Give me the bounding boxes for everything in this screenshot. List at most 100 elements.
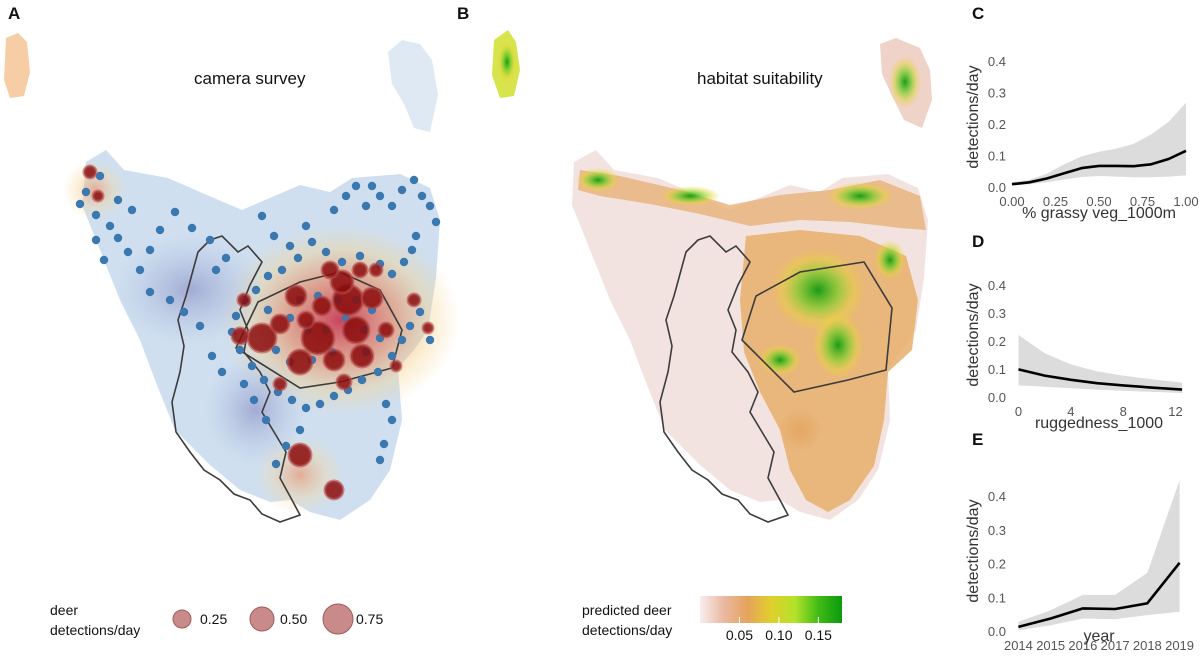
camera-site-11: [221, 253, 231, 263]
panel-e-ytick-3: 0.3: [988, 523, 1006, 538]
panel-d-xtick-3: 12: [1168, 404, 1182, 419]
camera-site-0: [75, 199, 85, 209]
panel-c-xtick-0: 0.00: [999, 194, 1024, 209]
size-legend-label-1: 0.50: [280, 611, 307, 627]
camera-site-35: [321, 247, 331, 257]
detection-size-legend: deer detections/day 0.25 0.50 0.75: [50, 602, 383, 638]
camera-site-31: [387, 269, 397, 279]
camera-site-7: [170, 207, 180, 217]
panel-e-mean-line: [1018, 561, 1181, 629]
panel-b-letter: B: [457, 4, 469, 23]
island-northwest-a: [4, 33, 30, 98]
colorbar-tick-label-2: 0.15: [805, 627, 832, 643]
camera-site-4: [113, 195, 123, 205]
legend-b-title-2: detections/day: [582, 622, 672, 638]
panel-c-letter: C: [972, 4, 984, 23]
detection-circle-21: [82, 164, 98, 180]
panel-a-letter: A: [8, 4, 20, 23]
panel-b: B habitat suitability predicted deer det…: [457, 4, 932, 643]
panel-c-xtick-1: 0.25: [1043, 194, 1068, 209]
size-legend-circle-2: [322, 603, 354, 635]
detection-circle-11: [236, 292, 252, 308]
camera-site-6: [155, 225, 165, 235]
panel-a: A camera survey deer detections/day 0.25…: [4, 4, 460, 638]
panel-c-ytick-1: 0.1: [988, 148, 1006, 163]
camera-site-3: [105, 221, 115, 231]
size-legend-circle-1: [249, 606, 275, 632]
panel-d-xlabel: ruggedness_1000: [1035, 415, 1163, 432]
camera-site-30: [399, 257, 409, 267]
camera-site-49: [301, 403, 311, 413]
panel-d-mean-line: [1018, 368, 1183, 391]
colorbar-tick-label-0: 0.05: [726, 627, 753, 643]
camera-site-66: [271, 459, 281, 469]
panel-d-xtick-0: 0: [1015, 404, 1022, 419]
panel-e-ytick-1: 0.1: [988, 590, 1006, 605]
camera-site-68: [249, 395, 259, 405]
panel-e-xtick-0: 2014: [1004, 638, 1033, 653]
camera-site-40: [251, 285, 261, 295]
camera-site-15: [301, 221, 311, 231]
camera-site-36: [307, 237, 317, 247]
camera-site-76: [135, 265, 145, 275]
habitat-green-midlands: [770, 248, 866, 332]
camera-site-55: [387, 351, 397, 361]
panel-d-ytick-0: 0.0: [988, 390, 1006, 405]
camera-site-20: [367, 181, 377, 191]
camera-site-16: [329, 205, 339, 215]
habitat-green-nw-coast: [576, 168, 620, 192]
panel-c-mean-line: [1011, 149, 1187, 186]
camera-site-34: [337, 257, 347, 267]
camera-site-79: [145, 245, 155, 255]
camera-site-81: [99, 255, 109, 265]
wilderness-boundary-a: [171, 235, 302, 523]
camera-site-56: [397, 335, 407, 345]
panel-d-ytick-4: 0.4: [988, 278, 1006, 293]
panel-e-xlabel: year: [1083, 628, 1115, 645]
camera-site-73: [179, 307, 189, 317]
panel-e-ytick-4: 0.4: [988, 489, 1006, 504]
camera-site-54: [373, 367, 383, 377]
camera-site-38: [277, 265, 287, 275]
panel-c-xlabel: % grassy veg_1000m: [1022, 205, 1176, 222]
camera-site-64: [295, 425, 305, 435]
panel-b-title: habitat suitability: [697, 69, 823, 88]
habitat-green-central-east: [812, 311, 864, 379]
camera-site-65: [281, 441, 291, 451]
panel-e-ytick-2: 0.2: [988, 557, 1006, 572]
panel-d-xtick-2: 8: [1120, 404, 1127, 419]
camera-site-99: [95, 171, 105, 181]
camera-site-48: [287, 395, 297, 405]
detection-circle-27: [230, 326, 250, 346]
camera-site-42: [231, 311, 241, 321]
camera-site-78: [113, 233, 123, 243]
detection-circle-2: [300, 320, 336, 356]
detection-circle-16: [368, 262, 384, 278]
panel-c-ytick-0: 0.0: [988, 180, 1006, 195]
detection-circle-24: [323, 479, 345, 501]
panel-d-letter: D: [972, 232, 984, 251]
camera-site-17: [341, 191, 351, 201]
camera-site-22: [387, 201, 397, 211]
panel-c-ytick-2: 0.2: [988, 117, 1006, 132]
detection-circle-12: [269, 313, 291, 335]
panel-e-confidence-band: [1018, 480, 1180, 631]
detection-circle-1: [284, 284, 308, 308]
camera-site-45: [247, 361, 257, 371]
camera-site-26: [425, 201, 435, 211]
habitat-orange-north: [578, 170, 926, 230]
camera-site-13: [269, 231, 279, 241]
detection-circle-4: [341, 315, 371, 345]
camera-site-21: [375, 191, 385, 201]
camera-site-67: [261, 415, 271, 425]
camera-site-37: [293, 253, 303, 263]
camera-site-19: [361, 201, 371, 211]
panel-c-confidence-band: [1012, 102, 1186, 186]
camera-sites: [75, 171, 441, 469]
detection-circle-17: [320, 260, 340, 280]
panel-c: C 0.0 0.1 0.2 0.3 0.4 0.00 0.25 0.50 0.75 1.00% g…: [965, 4, 1199, 222]
size-legend-label-2: 0.75: [356, 611, 383, 627]
legend-b-colorbar: [700, 596, 842, 623]
panel-c-xtick-3: 0.75: [1130, 194, 1155, 209]
